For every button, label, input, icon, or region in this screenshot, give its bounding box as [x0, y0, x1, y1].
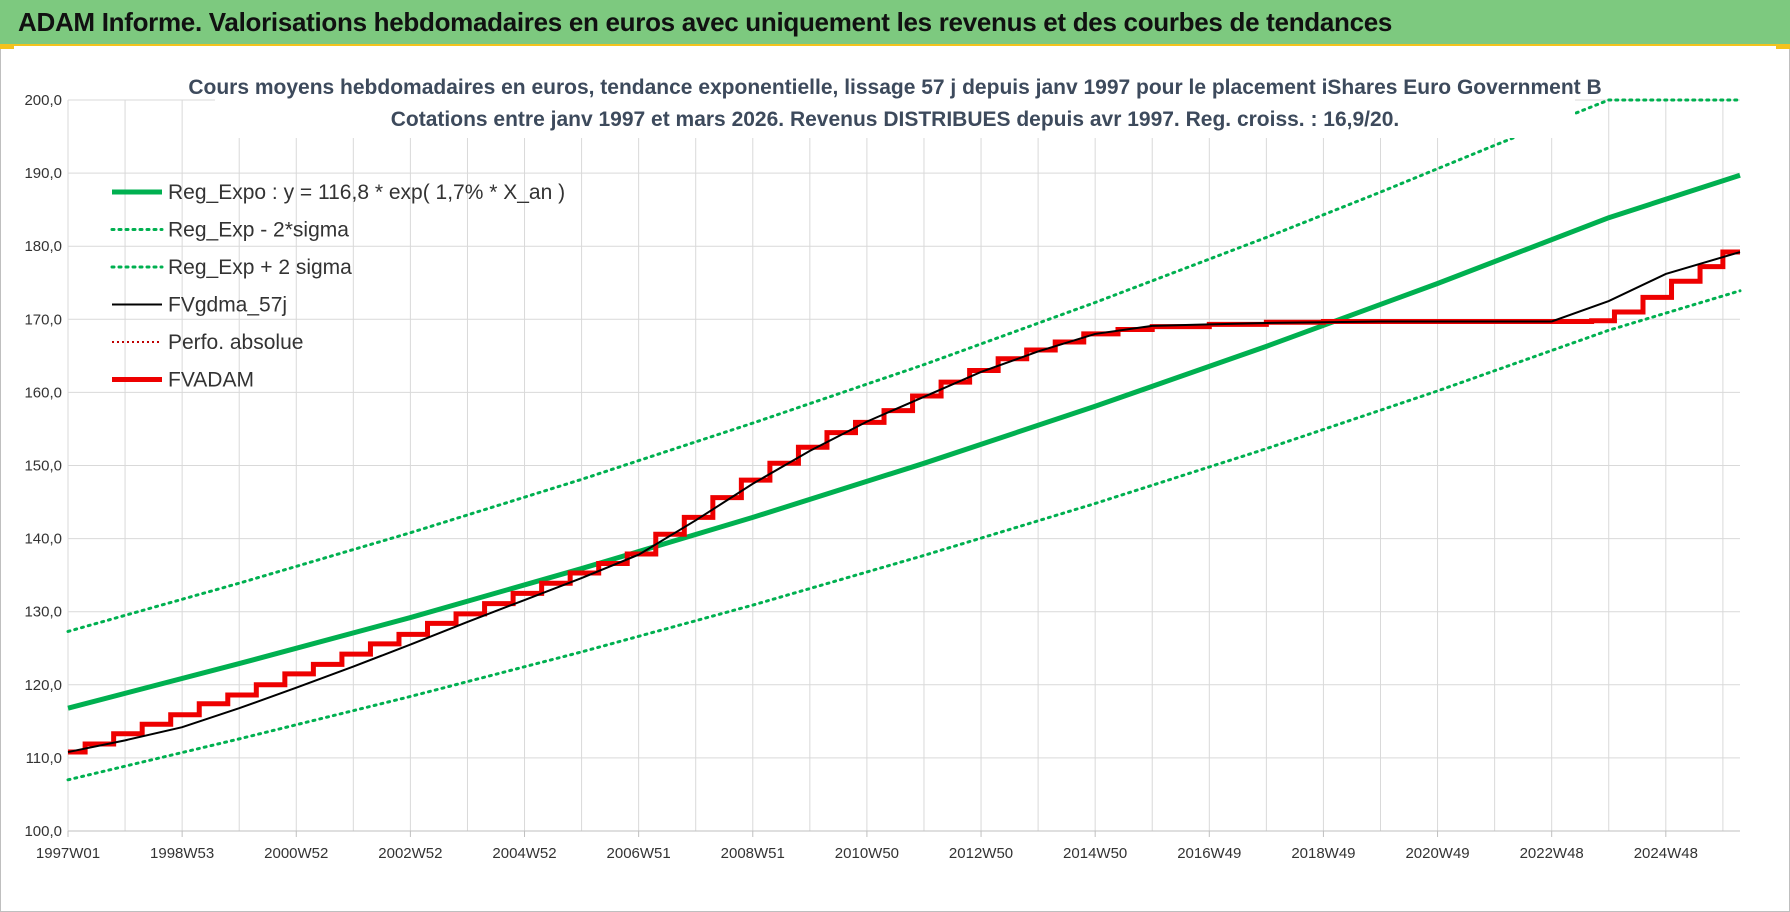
x-tick-label: 2000W52 [264, 845, 328, 862]
series-line-2 [66, 98, 1742, 633]
title-backdrop [215, 70, 1575, 138]
x-tick-label: 1998W53 [150, 845, 214, 862]
legend: Reg_Expo : y = 116,8 * exp( 1,7% * X_an … [110, 181, 565, 392]
series-line-1 [66, 289, 1742, 782]
x-axis-ticks: 1997W01 1998W53 2000W52 2002W52 2004W52 2006W… [36, 831, 1698, 862]
x-tick-label: 1997W01 [36, 845, 100, 862]
x-tick-label: 2004W52 [492, 845, 556, 862]
series-line-0 [67, 172, 1741, 711]
x-tick-label: 2006W51 [607, 845, 671, 862]
y-tick-label: 200,0 [24, 92, 62, 109]
legend-label-4: Perfo. absolue [168, 331, 303, 354]
y-axis-ticks: 100,0 110,0 120,0 130,0 140,0 150,0 160,0 170,0… [24, 92, 62, 840]
x-tick-label: 2014W50 [1063, 845, 1127, 862]
x-tick-label: 2022W48 [1520, 845, 1584, 862]
x-tick-label: 2020W49 [1405, 845, 1469, 862]
y-tick-label: 180,0 [24, 238, 62, 255]
y-tick-label: 170,0 [24, 311, 62, 328]
x-tick-label: 2016W49 [1177, 845, 1241, 862]
x-tick-label: 2008W51 [721, 845, 785, 862]
y-tick-label: 160,0 [24, 384, 62, 401]
report-banner: ADAM Informe. Valorisations hebdomadaire… [0, 0, 1790, 46]
series-line-3 [67, 251, 1741, 754]
x-tick-label: 2002W52 [378, 845, 442, 862]
accent-marker-right [1776, 44, 1790, 49]
x-tick-label: 2012W50 [949, 845, 1013, 862]
x-tick-label: 2018W49 [1291, 845, 1355, 862]
legend-label-1: Reg_Exp - 2*sigma [168, 219, 349, 242]
banner-title: ADAM Informe. Valorisations hebdomadaire… [18, 7, 1393, 37]
legend-label-2: Reg_Exp + 2 sigma [168, 256, 352, 279]
chart-title-line1: Cours moyens hebdomadaires en euros, ten… [188, 76, 1601, 99]
x-tick-label: 2010W50 [835, 845, 899, 862]
y-tick-label: 190,0 [24, 165, 62, 182]
y-tick-label: 130,0 [24, 604, 62, 621]
y-tick-label: 110,0 [26, 750, 62, 767]
legend-label-0: Reg_Expo : y = 116,8 * exp( 1,7% * X_an … [168, 181, 565, 204]
chart-title-line2: Cotations entre janv 1997 et mars 2026. … [391, 108, 1399, 131]
grid-lines [67, 99, 1740, 832]
y-tick-label: 150,0 [24, 458, 62, 475]
series-line-5 [68, 249, 1740, 755]
legend-label-3: FVgdma_57j [168, 294, 287, 317]
y-tick-label: 100,0 [24, 823, 62, 840]
accent-marker-left [0, 44, 14, 49]
x-tick-label: 2024W48 [1634, 845, 1698, 862]
y-tick-label: 120,0 [24, 677, 62, 694]
y-tick-label: 140,0 [24, 531, 62, 548]
legend-label-5: FVADAM [168, 369, 254, 392]
